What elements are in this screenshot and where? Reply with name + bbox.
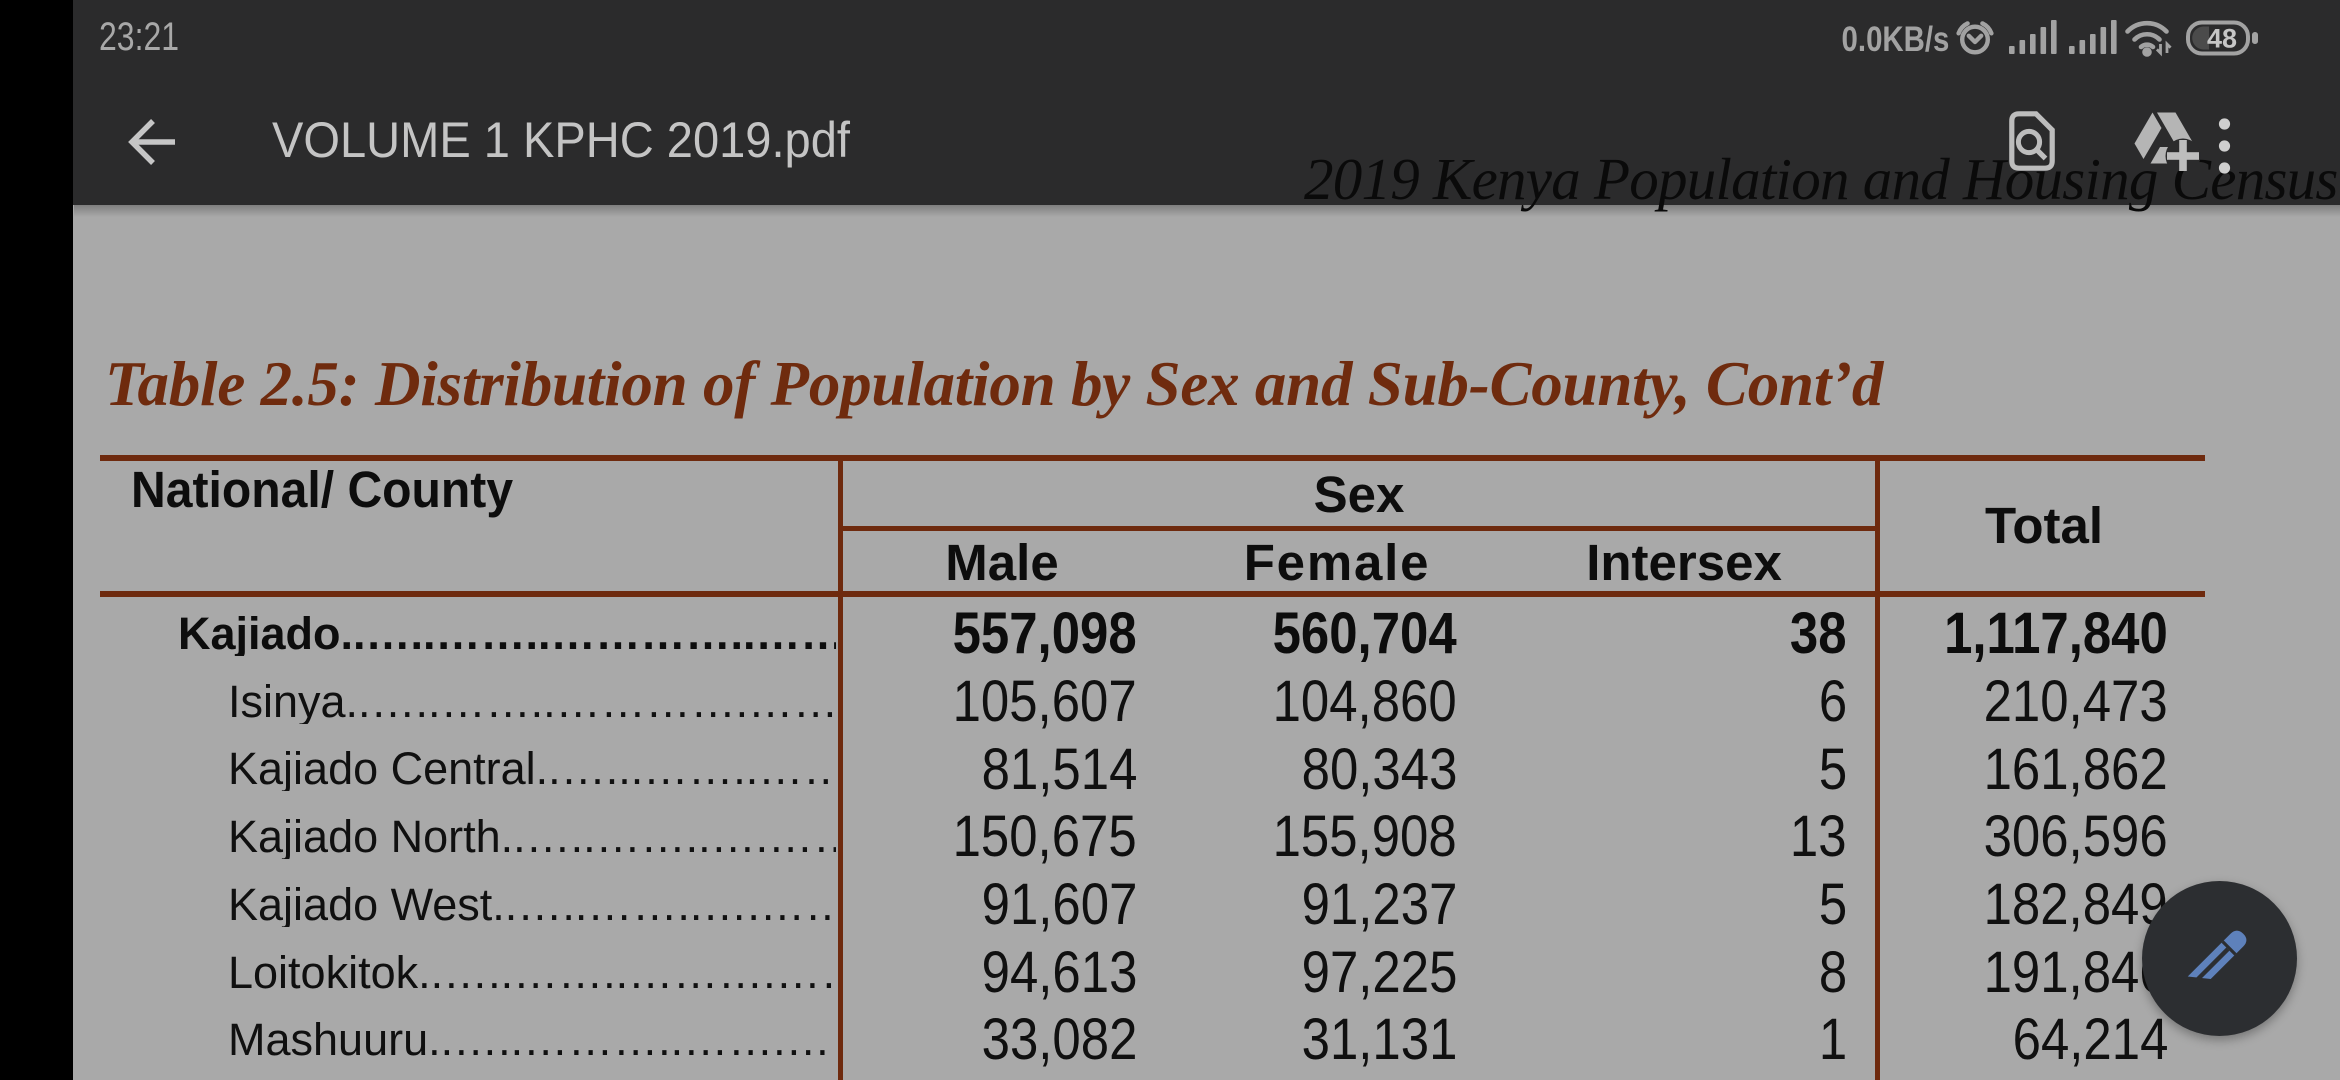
svg-text:48: 48: [2207, 24, 2237, 54]
